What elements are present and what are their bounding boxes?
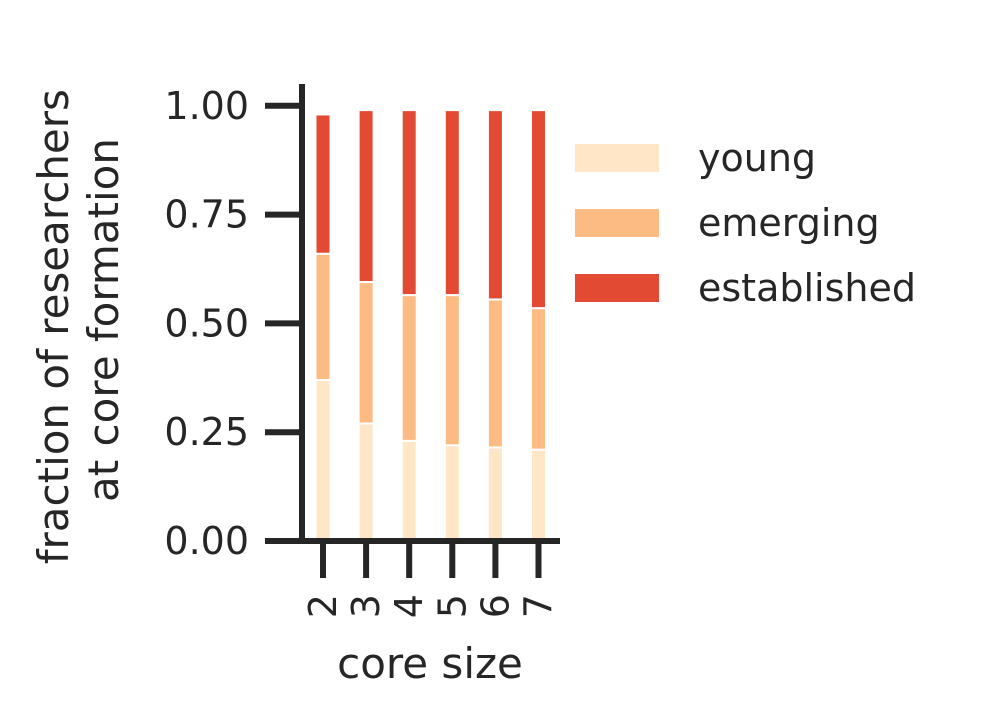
x-tick-label: 3 bbox=[344, 594, 388, 618]
bar-young-6 bbox=[486, 446, 504, 542]
x-tick-label: 7 bbox=[517, 594, 561, 618]
bar-young-5 bbox=[443, 444, 461, 542]
bar-emerging-2 bbox=[314, 252, 332, 381]
x-axis-title: core size bbox=[337, 639, 523, 688]
y-tick-label: 0.00 bbox=[164, 519, 249, 563]
bar-young-2 bbox=[314, 378, 332, 543]
x-tick-label: 5 bbox=[430, 594, 474, 618]
bar-emerging-7 bbox=[530, 307, 547, 451]
y-axis-title-line-2: at core formation bbox=[79, 138, 128, 502]
y-axis-title: fraction of researchers at core formatio… bbox=[29, 76, 128, 565]
axes-group bbox=[299, 84, 560, 544]
bar-young-7 bbox=[530, 448, 547, 543]
bar-established-5 bbox=[443, 109, 461, 297]
bar-established-3 bbox=[357, 109, 375, 284]
y-axis-title-line-1: fraction of researchers bbox=[29, 89, 78, 564]
bar-established-6 bbox=[486, 109, 504, 301]
y-tick-label: 0.50 bbox=[164, 301, 249, 345]
x-tick-label: 2 bbox=[301, 594, 345, 618]
y-tick-label: 0.25 bbox=[164, 410, 249, 454]
bar-emerging-6 bbox=[486, 298, 504, 449]
bar-young-4 bbox=[400, 439, 418, 542]
bar-established-2 bbox=[314, 113, 332, 255]
bar-established-4 bbox=[400, 109, 418, 297]
y-tick-label: 1.00 bbox=[164, 84, 249, 128]
bar-emerging-5 bbox=[443, 294, 461, 447]
x-tick-label: 4 bbox=[387, 594, 431, 618]
legend-swatch-emerging bbox=[575, 209, 659, 237]
legend-label-young: young bbox=[698, 136, 816, 180]
y-tick-label: 0.75 bbox=[164, 193, 249, 237]
legend-label-established: established bbox=[698, 266, 916, 310]
bar-young-3 bbox=[357, 422, 375, 542]
bar-emerging-4 bbox=[400, 294, 418, 442]
bar-established-7 bbox=[530, 109, 547, 310]
legend-swatch-young bbox=[575, 144, 659, 172]
legend-swatch-established bbox=[575, 274, 659, 302]
legend-label-emerging: emerging bbox=[698, 201, 880, 245]
bars-group bbox=[314, 109, 547, 543]
bar-emerging-3 bbox=[357, 281, 375, 425]
legend: young emerging established bbox=[575, 136, 916, 310]
y-ticks-group: 0.00 0.25 0.50 0.75 1.00 bbox=[164, 84, 302, 563]
x-tick-label: 6 bbox=[473, 594, 517, 618]
